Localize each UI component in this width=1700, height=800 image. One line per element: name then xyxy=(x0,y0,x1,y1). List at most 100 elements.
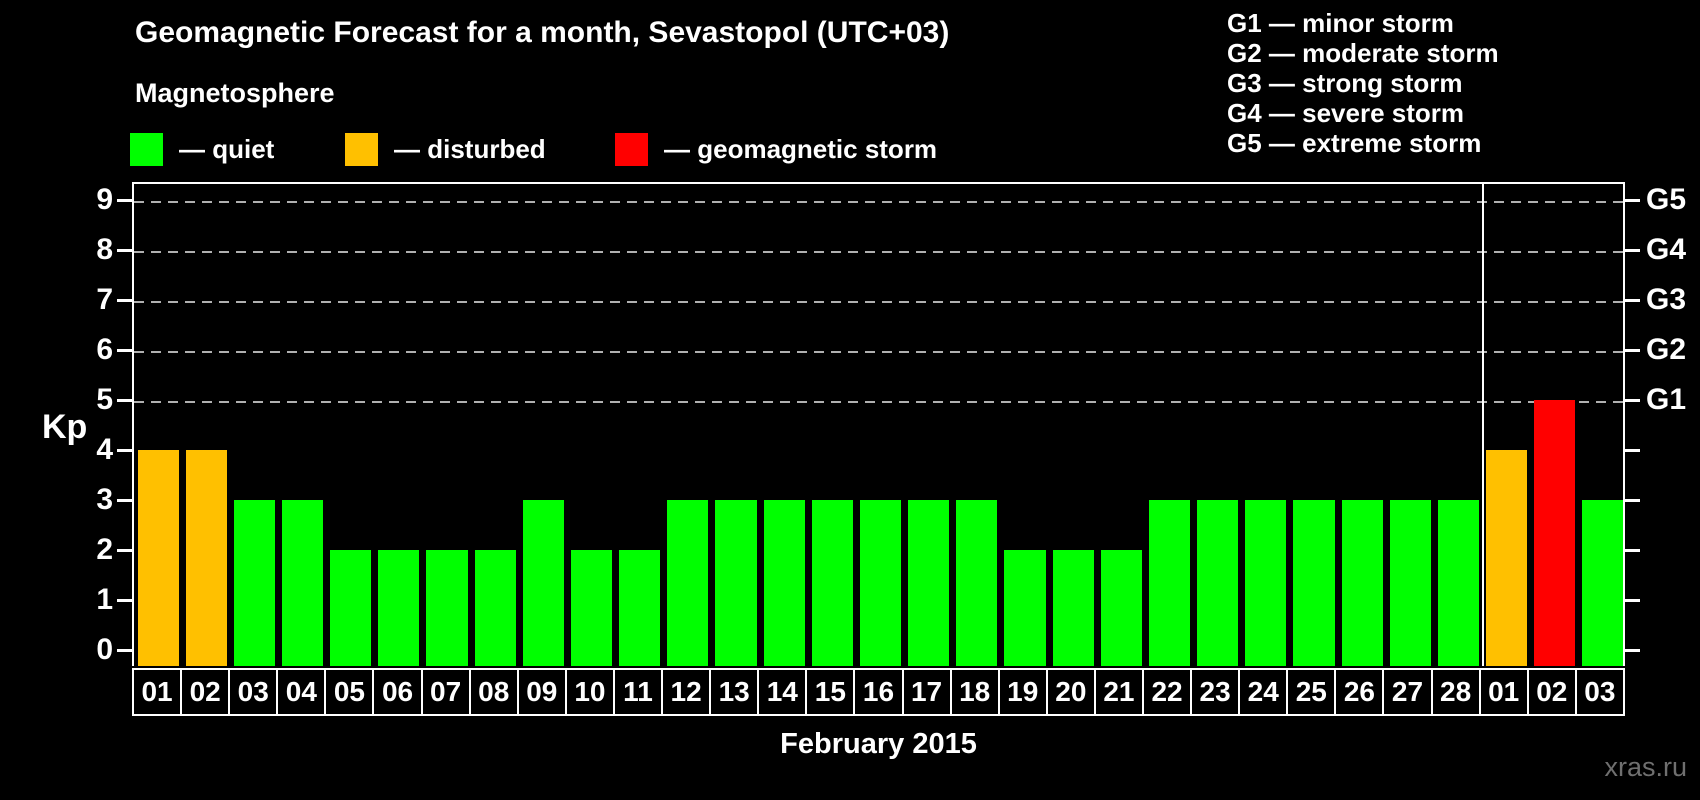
legend-label-disturbed: — disturbed xyxy=(394,134,546,164)
kp-bar-day-20 xyxy=(1052,550,1094,666)
kp-bar-day-14 xyxy=(763,500,805,666)
left-tick-kp4 xyxy=(117,449,132,452)
legend-swatch-disturbed-icon xyxy=(345,133,378,166)
kp-bar-day-02 xyxy=(185,450,227,666)
left-tick-kp8 xyxy=(117,249,132,252)
kp-bar-day-04 xyxy=(281,500,324,666)
left-tick-kp5 xyxy=(117,399,132,402)
day-cell-feb-21: 21 xyxy=(1093,670,1142,714)
kp-bar-day-21 xyxy=(1100,550,1142,666)
left-tick-kp0 xyxy=(117,649,132,652)
left-axis-label-kp0: 0 xyxy=(96,633,113,666)
day-cell-feb-24: 24 xyxy=(1238,670,1286,714)
right-tick-kp8 xyxy=(1625,249,1640,252)
left-tick-kp6 xyxy=(117,349,132,352)
storm-scale-line-g4: G4 — severe storm xyxy=(1227,98,1465,128)
plot-area xyxy=(132,182,1625,666)
kp-bar-day-27 xyxy=(1389,500,1431,666)
right-tick-kp2 xyxy=(1625,549,1640,552)
page-title: Geomagnetic Forecast for a month, Sevast… xyxy=(135,16,950,49)
day-cell-feb-17: 17 xyxy=(901,670,950,714)
kp-bar-day-07 xyxy=(426,550,468,666)
day-cell-feb-26: 26 xyxy=(1334,670,1382,714)
day-cell-feb-14: 14 xyxy=(757,670,805,714)
day-cell-feb-18: 18 xyxy=(949,670,998,714)
day-cell-feb-12: 12 xyxy=(661,670,709,714)
day-label-row: 01 02 03 04 05 06 07 08 09 10 11 12 13 14 15 16 17 18 19 20… xyxy=(132,668,1625,716)
storm-scale-line-g1: G1 — minor storm xyxy=(1227,8,1454,38)
day-cell-feb-20: 20 xyxy=(1045,670,1094,714)
day-cell-feb-10: 10 xyxy=(564,670,613,714)
kp-bar-day-19 xyxy=(1004,550,1046,666)
right-tick-kp5 xyxy=(1625,399,1640,402)
gridline-kp6 xyxy=(134,351,1623,353)
left-axis-label-kp3: 3 xyxy=(96,483,113,516)
left-axis-label-kp6: 6 xyxy=(96,333,113,366)
kp-bar-day-05 xyxy=(330,550,372,666)
day-cell-feb-23: 23 xyxy=(1190,670,1238,714)
left-tick-kp9 xyxy=(117,199,132,202)
kp-bar-day-18 xyxy=(956,500,998,666)
left-tick-kp7 xyxy=(117,299,132,302)
kp-bar-day-08 xyxy=(474,550,516,666)
kp-bar-day-26 xyxy=(1341,500,1383,666)
kp-bar-day-25 xyxy=(1293,500,1335,666)
kp-bar-day-13 xyxy=(715,500,757,666)
left-tick-kp2 xyxy=(117,549,132,552)
day-cell-feb-11: 11 xyxy=(612,670,661,714)
right-axis-label-g4: G4 xyxy=(1646,233,1687,266)
day-cell-feb-09: 09 xyxy=(516,670,565,714)
left-axis-label-kp7: 7 xyxy=(96,283,113,316)
day-cell-feb-25: 25 xyxy=(1286,670,1334,714)
day-cell-feb-04: 04 xyxy=(276,670,324,714)
day-cell-feb-22: 22 xyxy=(1141,670,1190,714)
right-tick-kp6 xyxy=(1625,349,1640,352)
day-cell-feb-07: 07 xyxy=(420,670,469,714)
left-axis-label-kp4: 4 xyxy=(96,433,113,466)
kp-bar-day-09 xyxy=(522,500,564,666)
day-cell-feb-19: 19 xyxy=(997,670,1046,714)
day-cell-feb-01: 01 xyxy=(141,676,173,707)
kp-bar-day-17 xyxy=(908,500,950,666)
right-tick-kp0 xyxy=(1625,649,1640,652)
left-tick-kp1 xyxy=(117,599,132,602)
day-cell-feb-05: 05 xyxy=(324,670,372,714)
kp-bar-day-10 xyxy=(570,550,613,666)
day-cell-feb-03: 03 xyxy=(228,670,276,714)
watermark: xras.ru xyxy=(1604,752,1687,782)
right-axis-label-g2: G2 xyxy=(1646,333,1687,366)
kp-bar-day-24 xyxy=(1245,500,1287,666)
left-axis-label-kp5: 5 xyxy=(96,383,113,416)
legend-label-storm: — geomagnetic storm xyxy=(664,134,938,164)
left-axis-label-kp8: 8 xyxy=(96,233,113,266)
kp-bar-day-15 xyxy=(811,500,853,666)
gridline-kp9 xyxy=(134,201,1623,203)
legend-item-disturbed: — disturbed xyxy=(345,133,546,166)
x-axis-title: February 2015 xyxy=(780,728,977,760)
gridline-kp7 xyxy=(134,301,1623,303)
right-axis-label-g1: G1 xyxy=(1646,383,1687,416)
left-axis-label-kp2: 2 xyxy=(96,533,113,566)
kp-bar-day-03 xyxy=(233,500,275,666)
day-cell-feb-15: 15 xyxy=(805,670,853,714)
right-tick-kp4 xyxy=(1625,449,1640,452)
kp-bar-day-01 xyxy=(1486,450,1528,666)
legend-swatch-storm-icon xyxy=(615,133,648,166)
left-axis-label-kp1: 1 xyxy=(96,583,113,616)
month-separator-line xyxy=(1481,184,1484,666)
day-cell-feb-08: 08 xyxy=(468,670,517,714)
day-cell-feb-16: 16 xyxy=(853,670,901,714)
right-axis-label-g3: G3 xyxy=(1646,283,1687,316)
day-cell-feb-28: 28 xyxy=(1430,670,1479,714)
day-cell-mar-01: 01 xyxy=(1478,670,1527,714)
day-cell-feb-02: 02 xyxy=(180,670,228,714)
kp-bar-day-03 xyxy=(1582,500,1624,666)
legend-item-storm: — geomagnetic storm xyxy=(615,133,937,166)
day-cell-feb-13: 13 xyxy=(709,670,757,714)
day-cell-mar-02: 02 xyxy=(1526,670,1575,714)
y-axis-title: Kp xyxy=(42,408,88,446)
left-axis-label-kp9: 9 xyxy=(96,183,113,216)
kp-bar-day-22 xyxy=(1148,500,1191,666)
left-tick-kp3 xyxy=(117,499,132,502)
